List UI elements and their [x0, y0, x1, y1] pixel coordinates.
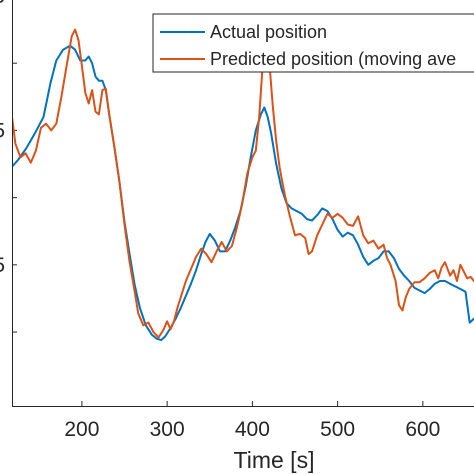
y-tick-label: 5 [0, 0, 5, 8]
series-line-predicted-position [12, 28, 474, 339]
x-tick-label: 500 [320, 418, 355, 441]
x-axis-title: Time [s] [234, 447, 315, 473]
x-tick-label: 600 [405, 418, 440, 441]
series-group [12, 28, 474, 342]
x-tick-label: 200 [64, 418, 99, 441]
legend: Actual position Predicted position (movi… [152, 13, 474, 73]
x-tick-label: 400 [235, 418, 270, 441]
y-tick-label: 5 [0, 119, 5, 142]
y-tick-label: 5 [0, 254, 5, 277]
legend-label-actual: Actual position [210, 22, 327, 42]
x-tick-group: 200 300 400 500 600 [64, 401, 440, 441]
legend-label-predicted: Predicted position (moving ave [210, 49, 456, 69]
x-tick-label: 300 [150, 418, 185, 441]
legend-box [152, 13, 474, 73]
